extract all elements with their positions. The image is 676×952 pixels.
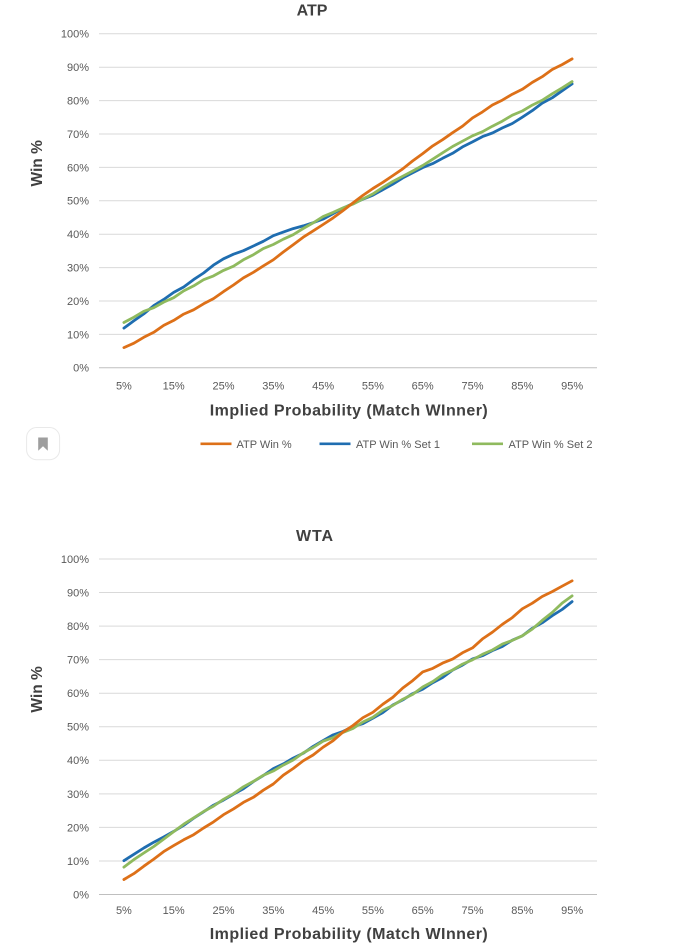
svg-text:80%: 80% xyxy=(67,96,89,108)
svg-text:75%: 75% xyxy=(461,905,483,917)
svg-text:50%: 50% xyxy=(67,722,89,734)
svg-text:70%: 70% xyxy=(67,129,89,141)
svg-text:ATP Win % Set 2: ATP Win % Set 2 xyxy=(509,439,593,451)
svg-text:30%: 30% xyxy=(67,789,89,801)
svg-text:25%: 25% xyxy=(212,381,234,393)
svg-text:Implied Probability (Match WIn: Implied Probability (Match WInner) xyxy=(210,403,488,420)
svg-text:65%: 65% xyxy=(412,905,434,917)
svg-text:5%: 5% xyxy=(116,905,132,917)
svg-text:30%: 30% xyxy=(67,263,89,275)
svg-text:ATP Win %: ATP Win % xyxy=(237,439,292,451)
svg-text:50%: 50% xyxy=(67,196,89,208)
svg-text:Win %: Win % xyxy=(29,140,46,187)
svg-text:85%: 85% xyxy=(511,381,533,393)
svg-text:0%: 0% xyxy=(73,889,89,901)
svg-text:35%: 35% xyxy=(262,905,284,917)
svg-text:90%: 90% xyxy=(67,62,89,74)
svg-text:ATP: ATP xyxy=(297,2,328,19)
svg-text:5%: 5% xyxy=(116,381,132,393)
svg-text:65%: 65% xyxy=(412,381,434,393)
svg-text:55%: 55% xyxy=(362,381,384,393)
svg-text:45%: 45% xyxy=(312,381,334,393)
svg-text:40%: 40% xyxy=(67,229,89,241)
svg-text:75%: 75% xyxy=(461,381,483,393)
svg-text:60%: 60% xyxy=(67,688,89,700)
svg-text:45%: 45% xyxy=(312,905,334,917)
svg-text:100%: 100% xyxy=(61,554,89,566)
svg-text:85%: 85% xyxy=(511,905,533,917)
svg-text:10%: 10% xyxy=(67,329,89,341)
svg-text:25%: 25% xyxy=(212,905,234,917)
svg-text:WTA: WTA xyxy=(296,528,334,545)
svg-text:Win %: Win % xyxy=(29,666,46,713)
svg-text:0%: 0% xyxy=(73,363,89,375)
svg-text:40%: 40% xyxy=(67,755,89,767)
svg-text:ATP Win % Set 1: ATP Win % Set 1 xyxy=(356,439,440,451)
svg-text:20%: 20% xyxy=(67,296,89,308)
svg-text:15%: 15% xyxy=(163,381,185,393)
svg-text:70%: 70% xyxy=(67,655,89,667)
svg-text:100%: 100% xyxy=(61,29,89,41)
svg-text:95%: 95% xyxy=(561,905,583,917)
svg-text:95%: 95% xyxy=(561,381,583,393)
svg-text:80%: 80% xyxy=(67,621,89,633)
svg-text:90%: 90% xyxy=(67,587,89,599)
svg-text:10%: 10% xyxy=(67,856,89,868)
svg-text:20%: 20% xyxy=(67,822,89,834)
svg-text:55%: 55% xyxy=(362,905,384,917)
svg-text:15%: 15% xyxy=(163,905,185,917)
svg-text:60%: 60% xyxy=(67,162,89,174)
svg-text:35%: 35% xyxy=(262,381,284,393)
svg-text:Implied Probability (Match WIn: Implied Probability (Match WInner) xyxy=(210,926,488,943)
